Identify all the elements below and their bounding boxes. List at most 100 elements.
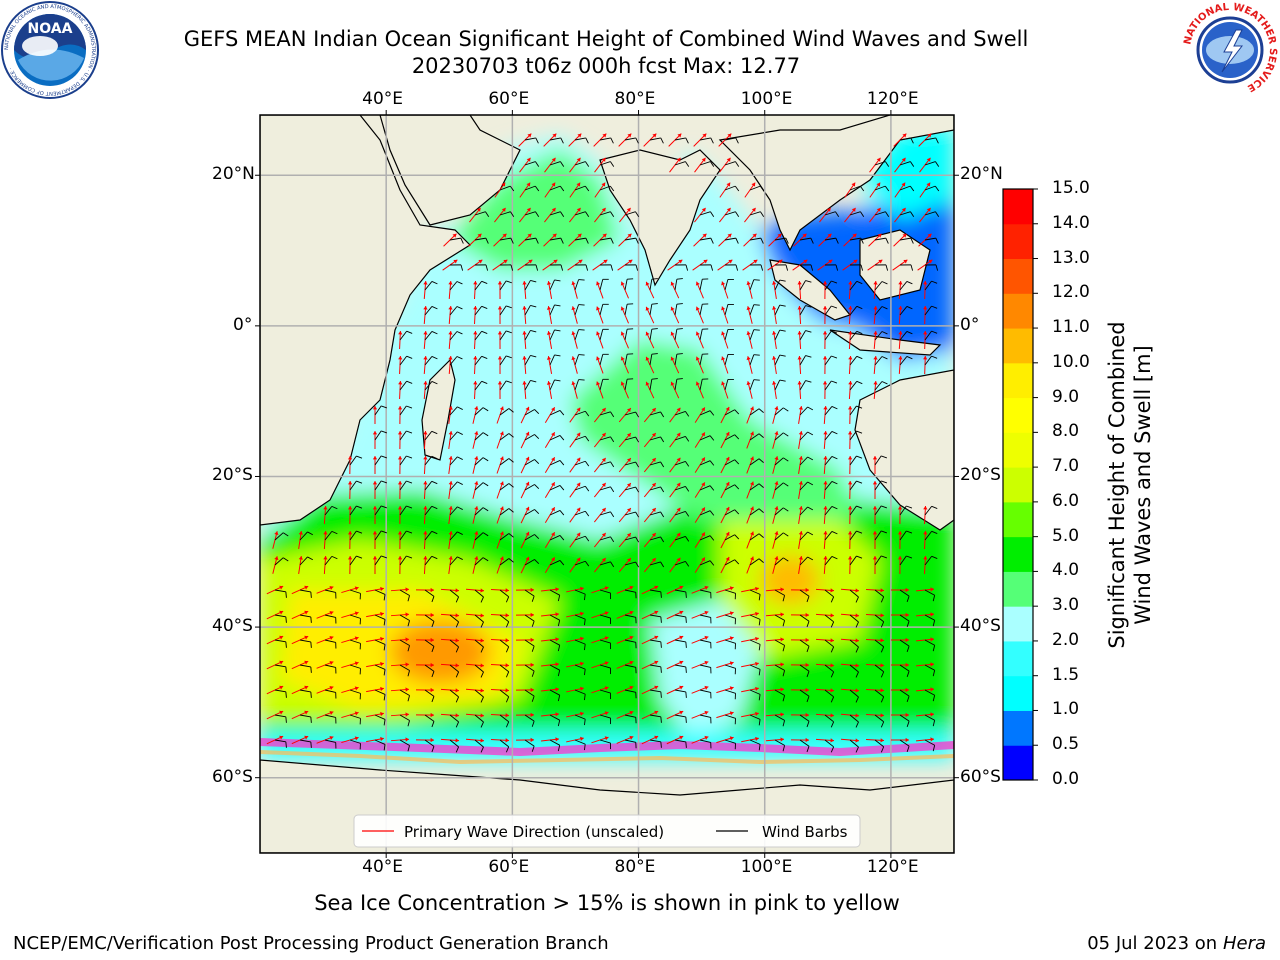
wave-arrow-head [878, 259, 883, 264]
wind-barb-flag [734, 559, 740, 565]
wind-barb [924, 614, 935, 621]
wave-arrow-head [772, 331, 777, 335]
wave-arrow-head [448, 431, 453, 435]
wave-arrow-head [901, 157, 906, 162]
wind-barb [899, 739, 910, 747]
wind-barb [299, 531, 308, 541]
colorbar [1002, 188, 1038, 781]
wind-barb-flag [481, 305, 488, 309]
wind-barb [274, 557, 284, 566]
wave-arrow-head [372, 456, 378, 460]
wind-barb [724, 409, 735, 416]
wave-arrow-head [774, 406, 779, 411]
wind-barb-flag [559, 435, 565, 441]
wind-barb-flag [758, 533, 764, 538]
wave-arrow-head [473, 331, 478, 335]
wind-barb-flag [831, 380, 838, 384]
wind-barb [874, 237, 886, 241]
wave-arrow-head [645, 331, 650, 336]
wind-barb [874, 331, 883, 341]
wind-barb [724, 739, 736, 744]
wave-arrow-head [746, 281, 751, 286]
wind-barb [574, 664, 586, 670]
wave-arrow-head [380, 711, 384, 717]
wind-barb-flag [508, 433, 514, 438]
wind-barb [849, 455, 857, 466]
wave-arrow-head [551, 182, 556, 187]
wind-barb [324, 506, 333, 516]
wave-arrow-head [580, 711, 584, 716]
wind-barb [924, 237, 936, 241]
wind-barb-flag [856, 505, 863, 509]
wind-barb [424, 506, 433, 516]
wind-barb [924, 555, 933, 566]
wave-arrow-head [380, 586, 384, 592]
wind-barb-flag [710, 137, 714, 144]
wave-arrow-head [354, 586, 359, 591]
wind-barb [899, 589, 910, 597]
colorbar-segment-9 [1003, 432, 1033, 468]
wind-barb [624, 486, 636, 491]
wind-barb-flag [932, 645, 936, 652]
wind-barb-flag [584, 185, 590, 192]
wave-arrow-head [725, 556, 730, 561]
wind-barb [399, 739, 410, 746]
wind-barb [699, 689, 711, 693]
wind-barb-flag [884, 185, 890, 192]
colorbar-segment-10 [1003, 397, 1033, 433]
wave-arrow-head [448, 406, 453, 410]
wave-arrow-head [530, 637, 534, 643]
wind-barb-flag [485, 237, 489, 244]
wind-barb [374, 455, 382, 466]
wind-barb-flag [482, 507, 489, 512]
wave-arrow-head [828, 259, 833, 264]
wave-arrow-head [780, 612, 784, 617]
wind-barb [499, 185, 511, 191]
wind-barb [699, 137, 711, 141]
wind-barb [724, 484, 735, 491]
wind-barb-flag [480, 646, 484, 653]
wind-barb-flag [457, 406, 463, 410]
wind-barb-flag [584, 644, 586, 651]
wave-arrow-head [430, 637, 434, 643]
wind-barb [349, 505, 357, 516]
wave-arrow-head [602, 233, 607, 238]
wind-barb [599, 739, 611, 744]
wind-barb [424, 664, 435, 672]
wave-arrow-head [555, 612, 559, 617]
lon-label-bottom-2: 80°E [614, 857, 656, 877]
wind-barb-flag [709, 485, 715, 491]
wind-barb-flag [685, 137, 689, 144]
footer-credit: NCEP/EMC/Verification Post Processing Pr… [13, 933, 609, 954]
wind-barb-flag [660, 741, 662, 748]
wind-barb-flag [753, 379, 760, 381]
colorbar-tick-label-7: 5.0 [1052, 525, 1080, 546]
wind-barb [824, 714, 834, 723]
wind-barb [349, 480, 357, 491]
wind-barb [774, 237, 786, 241]
wind-barb-flag [584, 485, 590, 492]
wave-arrow-head [645, 381, 650, 386]
wind-barb [824, 531, 833, 541]
wind-barb-flag [310, 616, 312, 623]
wind-barb-flag [906, 356, 913, 360]
colorbar-segment-7 [1003, 501, 1033, 538]
wave-arrow-head [499, 481, 504, 486]
wave-arrow-head [397, 481, 403, 485]
wind-barb [499, 508, 510, 516]
wave-arrow-head [704, 635, 709, 640]
wind-barb-flag [685, 536, 690, 542]
wind-barb-flag [610, 536, 615, 543]
colorbar-tick-label-2: 1.0 [1052, 699, 1080, 720]
wave-arrow-head [546, 331, 552, 335]
wave-arrow-head [474, 506, 479, 511]
colorbar-segment-0 [1003, 745, 1033, 781]
wind-barb [924, 355, 932, 366]
wind-barb [724, 559, 735, 566]
wind-barb [599, 536, 611, 541]
wind-barb [524, 280, 531, 291]
wind-barb-flag [554, 304, 561, 307]
wind-barb-flag [759, 185, 765, 192]
footer-date-text: 05 Jul 2023 on [1087, 933, 1218, 954]
wave-arrow-head [780, 662, 784, 667]
